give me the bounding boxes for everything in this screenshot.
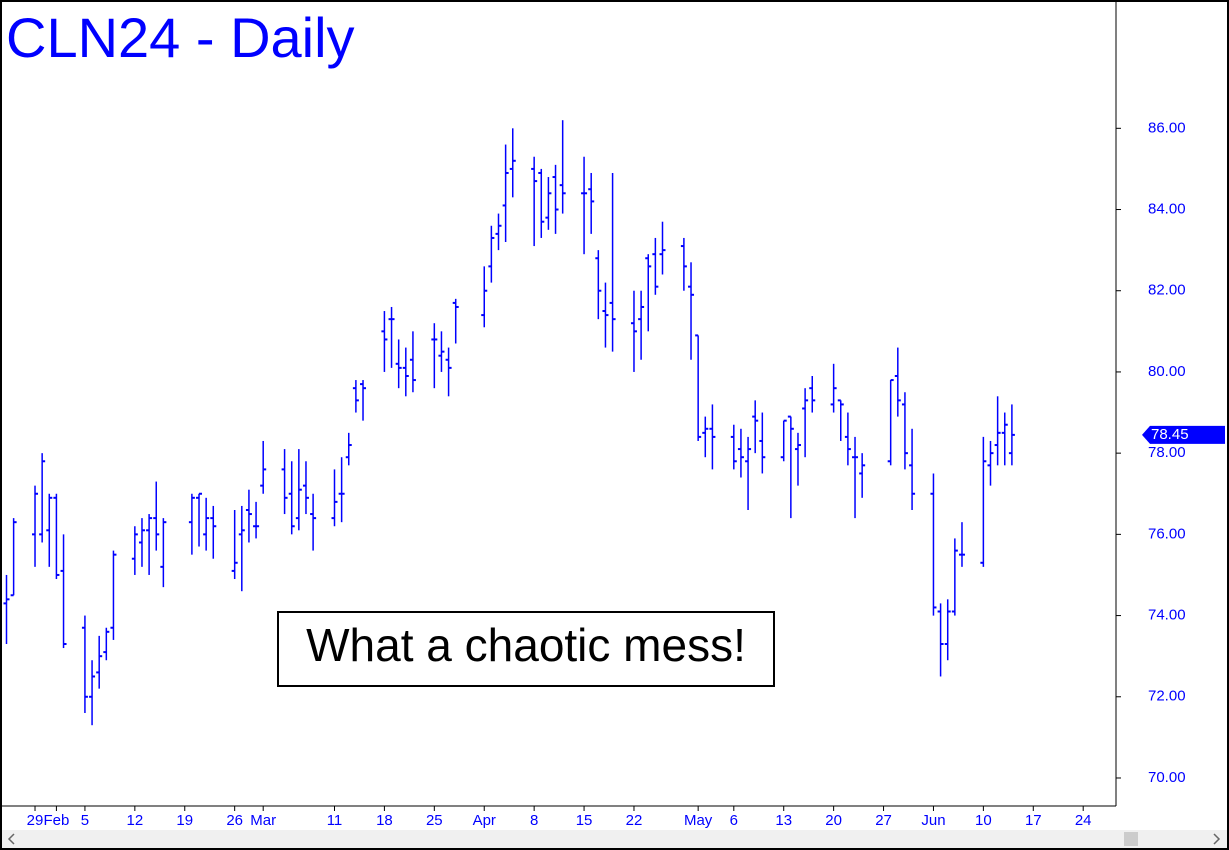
scrollbar[interactable]: [2, 830, 1227, 848]
y-tick-label: 82.00: [1148, 282, 1186, 299]
x-tick-label: 15: [576, 812, 593, 829]
x-tick-label: Mar: [250, 812, 276, 829]
x-tick-label: 12: [127, 812, 144, 829]
x-tick-label: 6: [730, 812, 738, 829]
x-tick-label: 20: [825, 812, 842, 829]
x-tick-label: 17: [1025, 812, 1042, 829]
scroll-track: [2, 830, 1227, 848]
scroll-right[interactable]: [1213, 833, 1221, 845]
y-tick-label: 76.00: [1148, 525, 1186, 542]
scroll-left[interactable]: [7, 833, 15, 845]
last-price-marker: [1142, 425, 1225, 444]
x-tick-label: 5: [81, 812, 89, 829]
x-tick-label: May: [684, 812, 713, 829]
x-tick-label: 25: [426, 812, 443, 829]
y-tick-label: 80.00: [1148, 363, 1186, 380]
x-tick-label: 24: [1075, 812, 1092, 829]
chart-title: CLN24 - Daily: [6, 6, 355, 69]
y-tick-label: 78.00: [1148, 444, 1186, 461]
y-tick-label: 70.00: [1148, 769, 1186, 786]
x-tick-label: 10: [975, 812, 992, 829]
x-tick-label: 19: [176, 812, 193, 829]
x-tick-label: 29: [27, 812, 44, 829]
x-tick-label: Feb: [43, 812, 69, 829]
x-tick-label: 11: [327, 812, 343, 829]
annotation-box: [277, 611, 775, 687]
y-tick-label: 74.00: [1148, 607, 1186, 624]
y-tick-label: 84.00: [1148, 200, 1186, 217]
x-tick-label: 27: [875, 812, 892, 829]
x-tick-label: 13: [775, 812, 792, 829]
x-tick-label: 18: [376, 812, 393, 829]
y-tick-label: 86.00: [1148, 119, 1186, 136]
annotation: What a chaotic mess!: [306, 619, 746, 671]
y-tick-label: 72.00: [1148, 688, 1186, 705]
x-tick-label: 26: [226, 812, 243, 829]
x-tick-label: Jun: [921, 812, 945, 829]
x-tick-label: 8: [530, 812, 538, 829]
x-tick-label: 22: [626, 812, 643, 829]
x-tick-label: Apr: [473, 812, 496, 829]
scroll-thumb[interactable]: [1124, 832, 1138, 846]
last-price-label: 78.45: [1151, 426, 1189, 443]
